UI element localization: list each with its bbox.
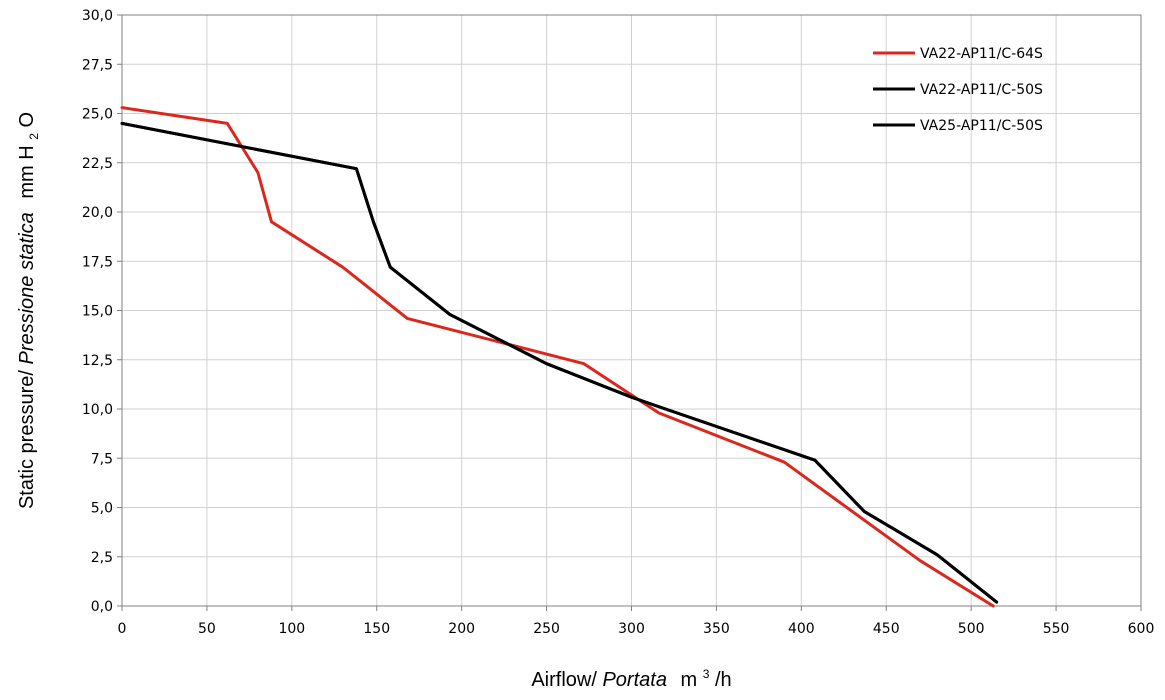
- x-tick-label: 500: [958, 621, 985, 637]
- y-axis-title-main: Static pressure/: [16, 370, 38, 509]
- x-axis-ticks: 0 50 100 150 200 250 300 350 400 450 500 550 600: [118, 606, 1155, 637]
- x-tick-label: 250: [533, 621, 560, 637]
- legend: VA22-AP11/C-64S VA22-AP11/C-50S VA25-AP11/…: [873, 46, 1043, 134]
- x-tick-label: 600: [1128, 621, 1155, 637]
- x-tick-label: 100: [278, 621, 305, 637]
- y-tick-label: 10,0: [82, 402, 113, 418]
- series-line-1: [120, 106, 995, 608]
- x-tick-label: 300: [618, 621, 645, 637]
- y-axis-title-italic: Pressione statica: [16, 212, 38, 364]
- x-axis-title-italic: Portata: [602, 669, 666, 691]
- y-tick-label: 12,5: [82, 353, 113, 369]
- y-tick-label: 27,5: [82, 57, 113, 73]
- y-axis-title-subscript: 2: [27, 133, 41, 140]
- y-axis-title-unit-end: O: [16, 112, 38, 128]
- x-tick-label: 50: [198, 621, 216, 637]
- y-tick-label: 25,0: [82, 107, 113, 123]
- y-tick-label: 20,0: [82, 205, 113, 221]
- y-axis-title-unit: mm H: [16, 145, 38, 198]
- x-axis-title-unit: m: [681, 669, 698, 691]
- x-axis-title: Airflow/ Portata m 3 /h: [531, 661, 731, 691]
- x-tick-label: 0: [118, 621, 127, 637]
- x-tick-label: 200: [448, 621, 475, 637]
- y-tick-label: 30,0: [82, 8, 113, 24]
- x-tick-label: 400: [788, 621, 815, 637]
- y-tick-label: 17,5: [82, 254, 113, 270]
- x-tick-label: 550: [1043, 621, 1070, 637]
- x-tick-label: 350: [703, 621, 730, 637]
- series-line-3: [120, 121, 999, 604]
- y-tick-label: 5,0: [91, 501, 113, 517]
- x-axis-title-main: Airflow/: [531, 669, 597, 691]
- y-axis-title: Static pressure/ Pressione statica mm H …: [16, 112, 43, 509]
- y-tick-label: 0,0: [91, 599, 113, 615]
- legend-label-2: VA22-AP11/C-50S: [920, 82, 1043, 98]
- y-axis-ticks: 0,0 2,5 5,0 7,5 10,0 12,5 15,0 17,5 20,0 22,5 25,0…: [82, 8, 122, 615]
- y-tick-label: 15,0: [82, 304, 113, 320]
- x-tick-label: 150: [363, 621, 390, 637]
- x-tick-label: 450: [873, 621, 900, 637]
- y-tick-label: 22,5: [82, 156, 113, 172]
- x-axis-title-superscript: 3: [703, 667, 710, 681]
- series-layer: [120, 106, 999, 608]
- x-axis-title-unit-end: /h: [715, 669, 732, 691]
- y-tick-label: 2,5: [91, 550, 113, 566]
- grid-lines: [122, 15, 1141, 606]
- legend-label-1: VA22-AP11/C-64S: [920, 46, 1043, 62]
- y-tick-label: 7,5: [91, 451, 113, 467]
- legend-label-3: VA25-AP11/C-50S: [920, 118, 1043, 134]
